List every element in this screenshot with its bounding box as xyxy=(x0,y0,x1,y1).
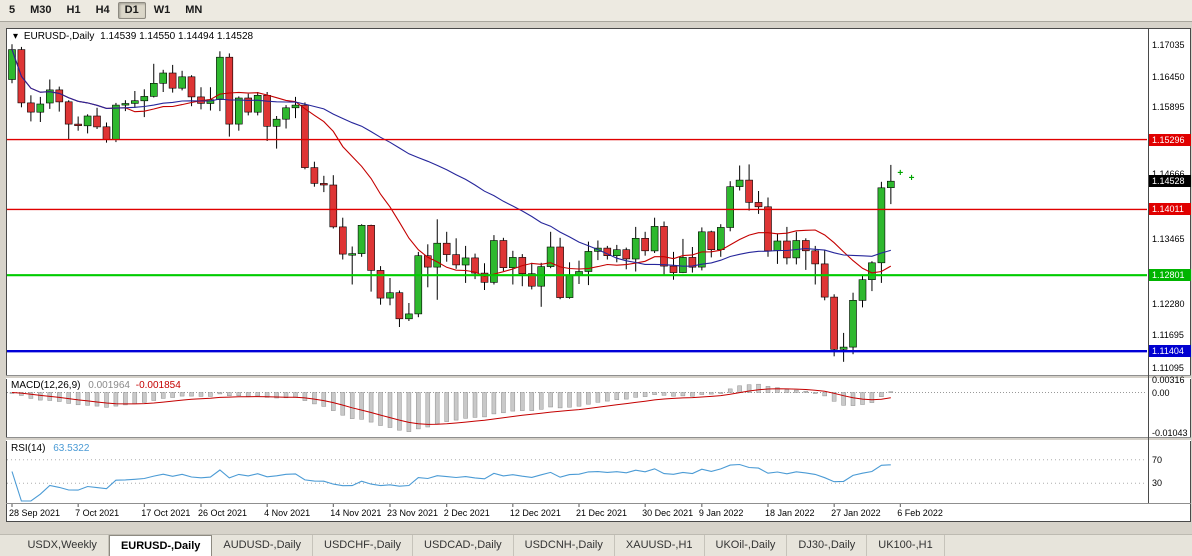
chart-tab-usdcad-daily[interactable]: USDCAD-,Daily xyxy=(413,535,514,556)
chart-tab-xauusd-h1[interactable]: XAUUSD-,H1 xyxy=(615,535,705,556)
chart-tab-usdcnh-daily[interactable]: USDCNH-,Daily xyxy=(514,535,615,556)
chart-tab-bar: USDX,Weekly EURUSD-,Daily AUDUSD-,Daily USD… xyxy=(0,534,1192,556)
price-axis-line xyxy=(1148,28,1149,503)
chart-window xyxy=(6,28,1191,522)
chart-tab-eurusd-daily[interactable]: EURUSD-,Daily xyxy=(108,535,213,556)
chart-tab-usdx-weekly[interactable]: USDX,Weekly xyxy=(16,535,109,556)
timeframe-button-5[interactable]: 5 xyxy=(9,4,16,16)
timeframe-button-w1[interactable]: W1 xyxy=(153,4,171,16)
date-axis-separator xyxy=(6,503,1191,504)
timeframe-button-d1[interactable]: D1 xyxy=(117,2,146,19)
timeframe-button-h4[interactable]: H4 xyxy=(95,4,110,16)
timeframe-button-m30[interactable]: M30 xyxy=(30,4,52,16)
chart-tab-uk100-h1[interactable]: UK100-,H1 xyxy=(867,535,945,556)
chart-tab-dj30-daily[interactable]: DJ30-,Daily xyxy=(787,535,868,556)
pane-separator-macd[interactable] xyxy=(6,375,1191,379)
timeframe-button-mn[interactable]: MN xyxy=(185,4,203,16)
pane-separator-rsi[interactable] xyxy=(6,437,1191,441)
chart-tab-usdchf-daily[interactable]: USDCHF-,Daily xyxy=(313,535,414,556)
chart-tab-audusd-daily[interactable]: AUDUSD-,Daily xyxy=(212,535,314,556)
timeframe-toolbar: 5 M30 H1 H4 D1 W1 MN xyxy=(0,0,1192,22)
chart-tab-ukoil-daily[interactable]: UKOil-,Daily xyxy=(705,535,788,556)
timeframe-button-h1[interactable]: H1 xyxy=(66,4,81,16)
tab-strip-spacer xyxy=(0,535,12,556)
